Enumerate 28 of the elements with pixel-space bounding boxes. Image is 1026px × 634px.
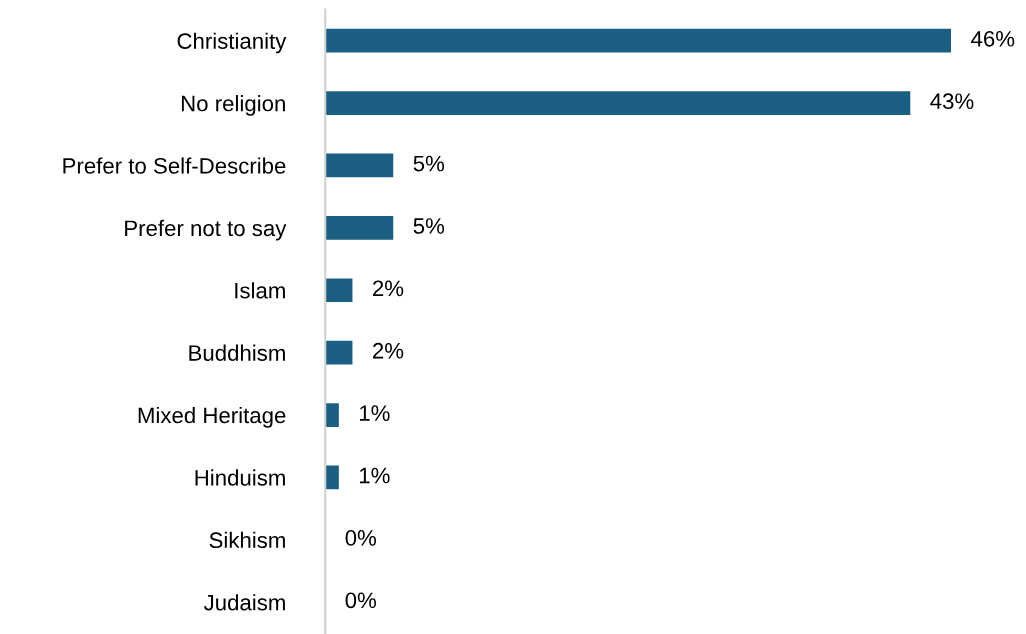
data-label: 5% — [413, 155, 445, 172]
y-tick-label: Judaism — [203, 594, 285, 611]
y-tick-label: Prefer to Self-Describe — [63, 157, 286, 174]
bar — [325, 28, 952, 53]
data-label: 46% — [971, 30, 1015, 47]
bar — [325, 340, 353, 365]
y-tick-label: No religion — [181, 95, 285, 116]
bar — [325, 153, 394, 178]
y-tick-label: Hinduism — [195, 469, 285, 486]
y-tick-label: Islam — [235, 282, 285, 299]
data-label: 2% — [373, 280, 404, 297]
data-label: 1% — [359, 467, 390, 484]
data-label: 43% — [930, 93, 974, 110]
data-label: 0% — [345, 592, 377, 609]
y-tick-label: Mixed Heritage — [138, 406, 286, 428]
bar — [325, 216, 394, 240]
data-label: 2% — [373, 342, 404, 359]
y-tick-label: Prefer not to say — [125, 219, 287, 241]
bar — [325, 403, 339, 427]
y-tick-label: Buddhism — [189, 344, 285, 361]
bar — [325, 465, 339, 490]
data-label: 0% — [345, 530, 377, 546]
data-label: 1% — [359, 405, 390, 421]
bar — [325, 91, 911, 115]
y-tick-label: Christianity — [177, 32, 287, 54]
data-label: 5% — [413, 218, 445, 234]
bar — [325, 278, 353, 303]
y-tick-label: Sikhism — [209, 531, 285, 549]
